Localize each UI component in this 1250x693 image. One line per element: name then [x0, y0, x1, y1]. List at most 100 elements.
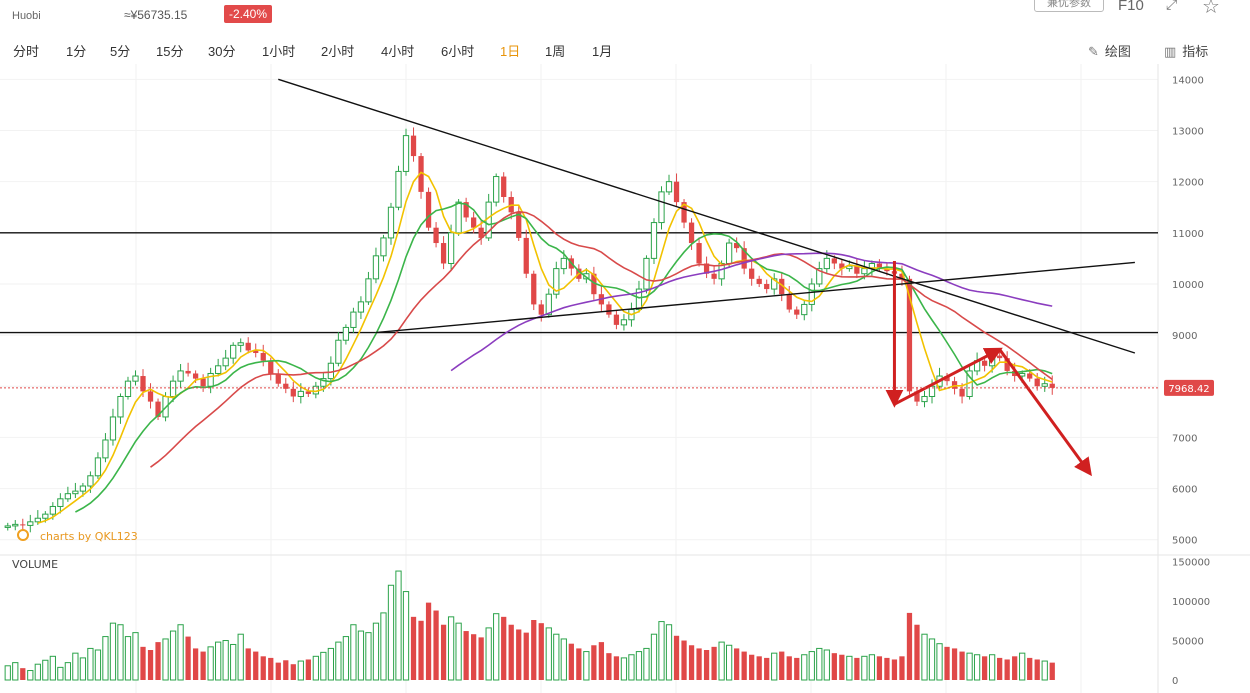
tab-timeframe-7[interactable]: 4小时: [381, 44, 415, 59]
volume-bar-up: [94, 649, 102, 681]
candle-body-up: [380, 237, 387, 257]
price-tick-label: 13000: [1172, 126, 1204, 137]
volume-bars: [4, 570, 1055, 681]
volume-bar-up: [102, 636, 109, 681]
candle-body-up: [237, 342, 244, 346]
volume-bar-up: [966, 652, 973, 681]
candle-body-down: [501, 176, 507, 197]
candle-body-down: [440, 243, 447, 264]
volume-bar-down: [568, 643, 574, 680]
price-tick-label: 12000: [1172, 178, 1204, 189]
volume-bar-down: [185, 636, 191, 680]
tab-timeframe-10[interactable]: 1周: [545, 44, 566, 59]
candle-body-down: [1027, 373, 1033, 379]
price-tick-label: 6000: [1172, 485, 1197, 496]
candle-body-down: [749, 268, 755, 279]
volume-bar-down: [523, 632, 529, 680]
volume-bar-down: [200, 651, 206, 680]
candle-body-down: [433, 227, 439, 244]
candle-body-down: [1004, 358, 1010, 371]
volume-bar-up: [215, 641, 222, 681]
volume-bar-up: [718, 641, 725, 681]
tab-timeframe-9[interactable]: 1日: [500, 44, 521, 59]
ma60-line: [450, 252, 1053, 372]
volume-bar-down: [471, 634, 477, 680]
draw-label: 绘图: [1104, 44, 1131, 59]
tab-timeframe-4[interactable]: 30分: [208, 44, 236, 59]
price-tick-label: 10000: [1172, 280, 1204, 291]
tab-timeframe-5[interactable]: 1小时: [262, 44, 296, 59]
candle-body-up: [823, 257, 830, 270]
draw-button[interactable]: ✎ 绘图: [1088, 41, 1131, 60]
candle-body-down: [305, 391, 311, 394]
candle-body-down: [756, 278, 762, 284]
volume-bar-up: [665, 624, 673, 681]
volume-bar-up: [553, 633, 560, 681]
ma10-line: [75, 202, 1053, 513]
candle-body-up: [57, 498, 64, 507]
volume-bar-down: [779, 651, 785, 680]
qkl-logo-icon: [17, 529, 29, 541]
volume-bar-up: [861, 655, 868, 681]
volume-bar-up: [132, 632, 139, 681]
candle-body-up: [658, 191, 665, 224]
volume-bar-down: [253, 651, 259, 680]
volume-bar-up: [222, 640, 229, 681]
indicator-button[interactable]: ▥ 指标: [1164, 41, 1208, 60]
candle-body-up: [320, 378, 327, 387]
candle-body-up: [808, 283, 815, 305]
candle-body-up: [725, 242, 733, 264]
volume-bar-up: [447, 616, 455, 681]
candle-body-up: [988, 355, 996, 367]
candle-body-down: [764, 283, 770, 290]
tab-timeframe-1[interactable]: 1分: [66, 44, 87, 59]
candle-body-down: [696, 243, 702, 264]
volume-tick-label: 50000: [1172, 637, 1204, 648]
candle-body-down: [268, 360, 274, 374]
volume-bar-down: [275, 662, 281, 680]
volume-bar-down: [1004, 659, 1010, 680]
candle-body-up: [215, 365, 222, 374]
volume-bar-down: [831, 653, 837, 680]
candle-body-down: [538, 304, 544, 315]
candle-body-up: [342, 326, 350, 341]
candle-body-up: [395, 170, 402, 208]
candle-body-down: [245, 342, 251, 351]
candle-body-up: [34, 517, 41, 523]
candle-body-up: [387, 206, 395, 239]
settings-button[interactable]: 兼优参数: [1034, 0, 1104, 12]
price-chart[interactable]: 7968.42 14000 13000 12000 11000 10000 9000 700…: [0, 64, 1250, 693]
tab-timeframe-11[interactable]: 1月: [592, 44, 613, 59]
tab-timeframe-2[interactable]: 5分: [110, 44, 131, 59]
candle-body-up: [650, 222, 658, 259]
f10-button[interactable]: F10: [1118, 0, 1144, 14]
price-axis: 14000 13000 12000 11000 10000 9000 7000 6000 500…: [1172, 75, 1204, 546]
candle-body-down: [899, 273, 905, 279]
candle-body-down: [591, 273, 597, 295]
candle-body-down: [854, 266, 860, 274]
candle-body-up: [12, 523, 19, 527]
volume-bar-up: [42, 659, 49, 681]
tab-timeframe-0[interactable]: 分时: [13, 44, 40, 59]
last-price-badge: [1164, 379, 1214, 396]
candle-body-up: [79, 485, 87, 492]
ticker-header: Huobi ≈¥56735.15 -2.40% 兼优参数 F10 ⤢ ☆: [0, 0, 1250, 32]
volume-axis: 150000 100000 50000 0: [1172, 558, 1210, 687]
tab-timeframe-3[interactable]: 15分: [156, 44, 184, 59]
candle-body-up: [665, 181, 673, 193]
volume-bar-up: [725, 644, 733, 681]
volume-bar-down: [433, 610, 439, 680]
volume-bar-up: [620, 657, 628, 681]
volume-bar-down: [516, 629, 522, 680]
tab-timeframe-8[interactable]: 6小时: [441, 44, 475, 59]
volume-bar-down: [756, 656, 762, 680]
volume-bar-down: [749, 654, 755, 680]
chart-background: [0, 64, 1250, 693]
fullscreen-icon[interactable]: ⤢: [1166, 0, 1178, 12]
volume-bar-up: [12, 662, 19, 681]
tab-timeframe-6[interactable]: 2小时: [321, 44, 355, 59]
volume-bar-down: [410, 616, 417, 680]
star-icon[interactable]: ☆: [1202, 0, 1220, 18]
volume-bar-up: [207, 646, 214, 681]
annotation-arrow: [893, 347, 1003, 406]
